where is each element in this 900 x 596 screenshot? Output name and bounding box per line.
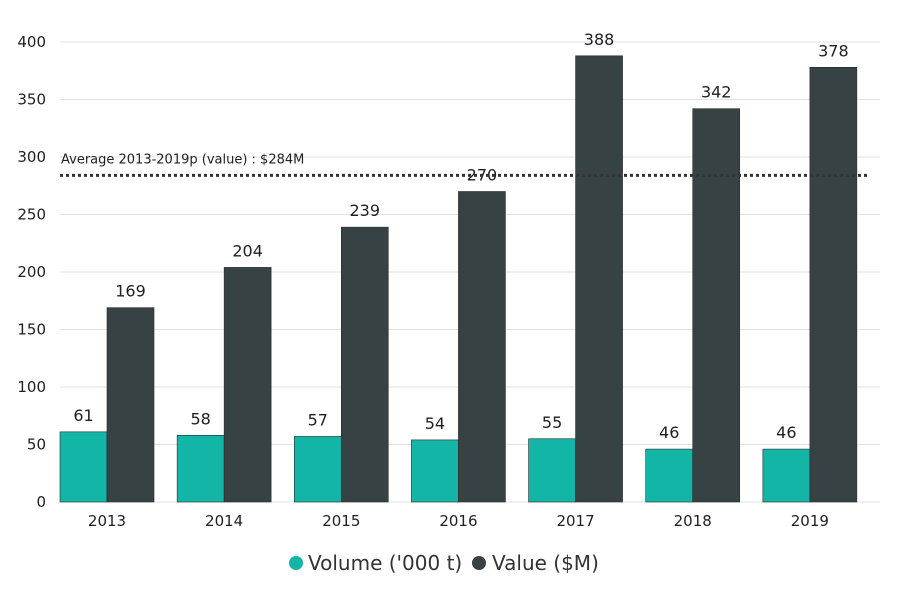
y-tick-label: 0 (36, 493, 46, 511)
data-label-volume: 46 (659, 423, 679, 442)
bar-value (692, 108, 741, 503)
y-tick-label: 50 (27, 436, 46, 454)
data-label-volume: 57 (308, 410, 328, 429)
bar-value (575, 55, 623, 503)
y-tick-label: 100 (17, 378, 46, 396)
bar-volume (528, 438, 576, 503)
legend-marker-value[interactable] (472, 556, 486, 570)
y-tick-label: 250 (17, 206, 46, 224)
y-tick-label: 350 (17, 91, 46, 109)
bar-value (340, 226, 389, 503)
data-label-value: 239 (350, 201, 381, 220)
y-tick-label: 150 (17, 321, 46, 339)
data-label-value: 378 (818, 41, 849, 60)
x-axis-ticks: 2013 2014 2015 2016 2017 2018 2019 (88, 512, 829, 530)
x-tick-label: 2016 (439, 512, 477, 530)
legend-label-value[interactable]: Value ($M) (492, 551, 599, 575)
bar-volume (176, 434, 225, 503)
y-axis-ticks: 0 50 100 150 200 250 300 350 400 (17, 33, 46, 511)
bar-value (223, 267, 272, 503)
y-tick-label: 400 (17, 33, 46, 51)
bar-volume (762, 448, 811, 503)
data-label-value: 169 (115, 282, 146, 301)
bar-value (106, 307, 155, 503)
data-label-volume: 58 (190, 409, 210, 428)
x-tick-label: 2014 (205, 512, 243, 530)
data-label-volume: 46 (776, 423, 796, 442)
y-tick-label: 300 (17, 148, 46, 166)
data-label-value: 388 (584, 30, 615, 49)
legend[interactable]: Volume ('000 t) Value ($M) (289, 551, 599, 575)
bar-volume (293, 436, 342, 503)
bar-volume (411, 439, 459, 503)
bar-volume (645, 448, 694, 503)
data-label-volume: 61 (73, 406, 93, 425)
y-tick-label: 200 (17, 263, 46, 281)
data-label-volume: 54 (425, 414, 445, 433)
x-tick-label: 2017 (556, 512, 594, 530)
average-line-label: Average 2013-2019p (value) : $284M (61, 152, 304, 167)
x-tick-label: 2019 (791, 512, 829, 530)
data-label-value: 342 (701, 83, 732, 102)
bars (59, 55, 858, 503)
data-label-value: 204 (232, 241, 263, 260)
x-tick-label: 2018 (674, 512, 712, 530)
x-tick-label: 2013 (88, 512, 126, 530)
legend-marker-volume[interactable] (289, 556, 303, 570)
x-tick-label: 2015 (322, 512, 360, 530)
average-line-group: Average 2013-2019p (value) : $284M (60, 152, 868, 177)
bar-value (458, 191, 506, 503)
bar-volume (59, 431, 108, 503)
legend-label-volume[interactable]: Volume ('000 t) (308, 551, 462, 575)
data-label-volume: 55 (542, 413, 562, 432)
bar-value (809, 67, 858, 503)
